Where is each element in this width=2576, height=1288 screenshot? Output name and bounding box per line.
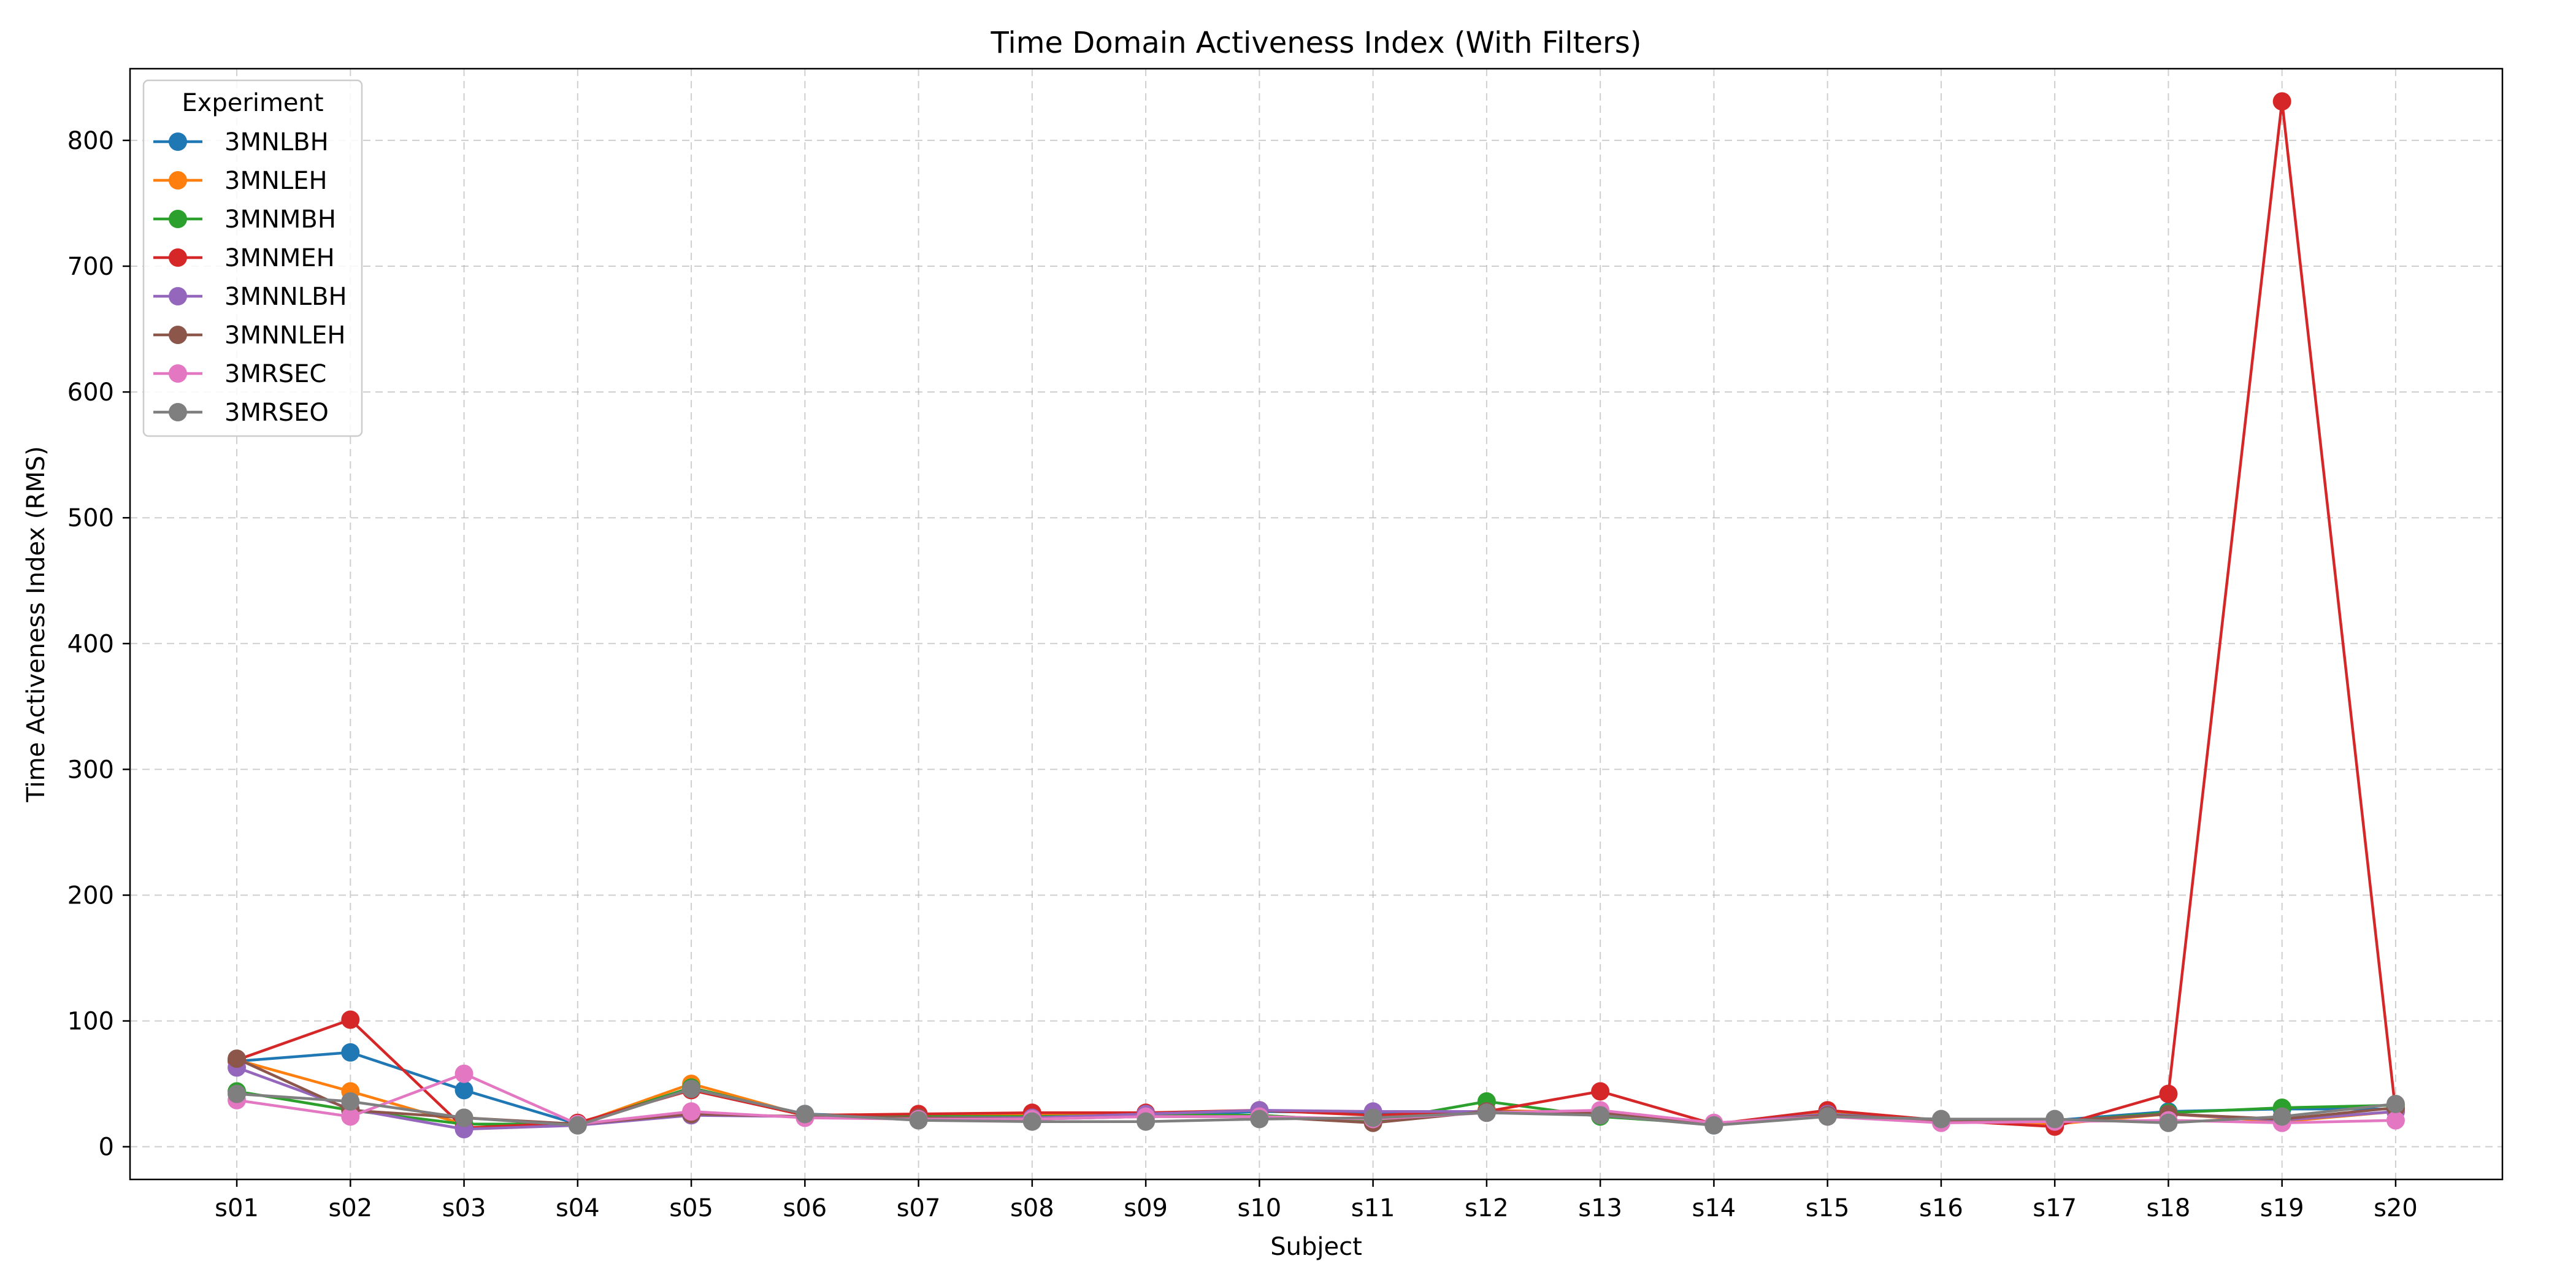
- legend-item: 3MNNLBH: [153, 283, 347, 311]
- data-point: [1591, 1082, 1610, 1101]
- legend-item: 3MNMEH: [153, 244, 335, 272]
- data-point: [341, 1092, 360, 1111]
- data-point: [1022, 1112, 1041, 1131]
- y-tick-label: 600: [67, 378, 114, 407]
- legend-marker: [169, 403, 187, 421]
- legend-marker: [169, 364, 187, 383]
- series-3mrseo: [228, 1079, 2405, 1135]
- x-tick-label: s18: [2147, 1194, 2191, 1222]
- data-point: [341, 1043, 360, 1062]
- data-point: [1931, 1110, 1950, 1129]
- legend-marker: [169, 132, 187, 151]
- legend-label: 3MNMEH: [224, 244, 335, 272]
- x-tick-label: s03: [442, 1194, 486, 1222]
- legend-box: [142, 79, 363, 437]
- data-point: [1818, 1107, 1837, 1126]
- x-tick-label: s20: [2374, 1194, 2418, 1222]
- x-tick-label: s09: [1124, 1194, 1168, 1222]
- x-tick-label: s17: [2033, 1194, 2077, 1222]
- x-tick-label: s16: [1919, 1194, 1963, 1222]
- data-point: [1137, 1112, 1156, 1131]
- legend-marker: [169, 287, 187, 305]
- data-point: [2159, 1113, 2178, 1132]
- series-line: [236, 1087, 2396, 1127]
- y-tick-label: 300: [67, 756, 114, 784]
- legend-marker: [169, 171, 187, 190]
- legend-label: 3MRSEC: [224, 360, 326, 388]
- series-line: [236, 100, 2398, 1130]
- legend-item: 3MNLEH: [153, 167, 328, 195]
- y-tick-label: 500: [67, 504, 114, 532]
- legend-label: 3MNNLEH: [224, 321, 345, 350]
- data-point: [1363, 1108, 1382, 1127]
- legend-item: 3MNNLEH: [153, 321, 345, 350]
- x-tick-label: s14: [1692, 1194, 1736, 1222]
- data-point: [1704, 1116, 1723, 1135]
- data-point: [1477, 1103, 1496, 1122]
- y-tick-label: 700: [67, 253, 114, 281]
- legend-label: 3MNMBH: [224, 205, 336, 234]
- legend-title: Experiment: [182, 89, 323, 117]
- data-point: [341, 1010, 360, 1029]
- x-tick-label: s13: [1578, 1194, 1622, 1222]
- x-tick-label: s01: [215, 1194, 259, 1222]
- x-tick-label: s12: [1465, 1194, 1509, 1222]
- legend-marker: [169, 210, 187, 228]
- x-tick-label: s10: [1237, 1194, 1281, 1222]
- legend-item: 3MNLBH: [153, 128, 329, 156]
- data-point: [454, 1108, 473, 1127]
- series-layer: [228, 92, 2405, 1138]
- legend-marker: [169, 326, 187, 344]
- y-tick-label: 100: [67, 1008, 114, 1036]
- x-tick-label: s11: [1351, 1194, 1395, 1222]
- x-tick-label: s05: [669, 1194, 713, 1222]
- x-tick-label: s19: [2260, 1194, 2304, 1222]
- data-point: [2272, 1107, 2291, 1126]
- legend-label: 3MNLEH: [224, 167, 328, 195]
- y-tick-label: 200: [67, 881, 114, 910]
- legend: Experiment 3MNLBH 3MNLEH 3MNMBH 3MNMEH 3MNNLB…: [142, 79, 363, 437]
- legend-item: 3MRSEC: [153, 360, 326, 388]
- legend-label: 3MNNLBH: [224, 283, 347, 311]
- data-point: [909, 1111, 928, 1130]
- data-point: [682, 1079, 701, 1098]
- grid: [130, 69, 2502, 1179]
- data-point: [795, 1105, 815, 1124]
- data-point: [2386, 1094, 2405, 1113]
- data-point: [454, 1064, 473, 1083]
- y-tick-label: 0: [99, 1133, 114, 1162]
- x-tick-label: s15: [1806, 1194, 1850, 1222]
- data-point: [228, 1049, 247, 1068]
- chart-title: Time Domain Activeness Index (With Filte…: [991, 26, 1642, 60]
- legend-marker: [169, 248, 187, 267]
- x-tick-label: s06: [783, 1194, 827, 1222]
- data-point: [228, 1084, 247, 1103]
- x-tick-label: s04: [556, 1194, 600, 1222]
- legend-item: 3MRSEO: [153, 399, 329, 427]
- data-point: [454, 1081, 473, 1100]
- x-tick-label: s02: [328, 1194, 372, 1222]
- x-axis-label: Subject: [1270, 1233, 1362, 1261]
- data-point: [2272, 92, 2291, 111]
- ticks: s01 s02 s03 s04 s05 s06 s07 s08 s09 s10 s11 s12 s13 s…: [67, 127, 2418, 1222]
- legend-label: 3MRSEO: [224, 399, 329, 427]
- legend-label: 3MNLBH: [224, 128, 329, 156]
- x-tick-label: s07: [897, 1194, 941, 1222]
- x-tick-label: s08: [1010, 1194, 1054, 1222]
- data-point: [2159, 1084, 2178, 1103]
- data-point: [682, 1102, 701, 1121]
- data-point: [341, 1107, 360, 1126]
- y-tick-label: 800: [67, 127, 114, 155]
- data-point: [1250, 1110, 1269, 1129]
- y-tick-label: 400: [67, 630, 114, 658]
- plot-frame: [129, 67, 2504, 1181]
- data-point: [2386, 1111, 2405, 1130]
- y-axis-label: Time Activeness Index (RMS): [22, 446, 50, 802]
- legend-item: 3MNMBH: [153, 205, 336, 234]
- data-point: [1591, 1106, 1610, 1125]
- data-point: [568, 1116, 587, 1135]
- data-point: [2045, 1110, 2064, 1129]
